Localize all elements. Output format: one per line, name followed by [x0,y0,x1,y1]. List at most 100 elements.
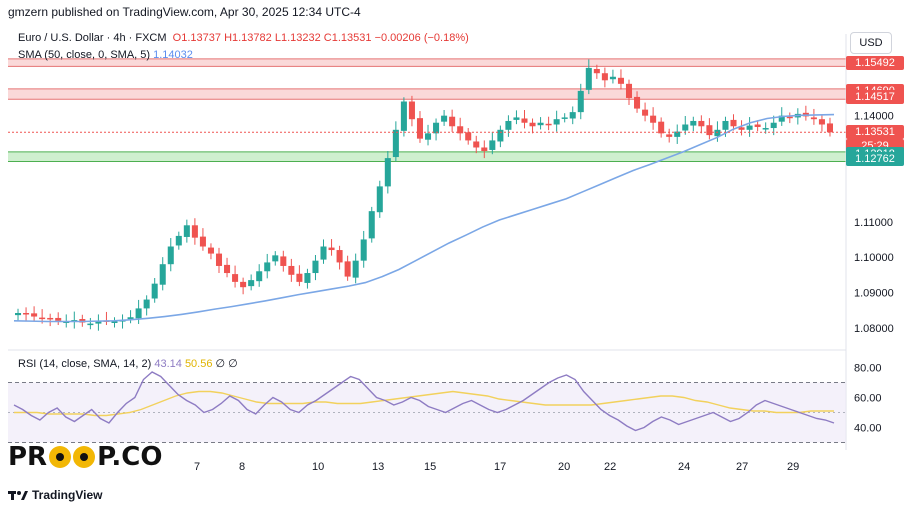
candle-body [537,122,544,126]
candle-body [31,313,38,317]
candle-body [585,67,592,90]
candle-body [529,122,536,127]
candle-body [328,247,335,251]
candle-body [280,256,287,266]
open-value: O1.13737 [172,32,221,44]
rsi-band [8,382,846,443]
candle-body [465,132,472,141]
candle-body [167,246,174,265]
candle-body [135,308,142,319]
candle-body [642,109,649,116]
candle-body [87,323,94,326]
candle-body [191,225,198,238]
candle-body [577,90,584,113]
time-tick-label: 13 [372,461,384,473]
owl-eyes-icon [49,446,96,468]
candle-body [352,260,359,278]
price-tag: 1.15492 [846,55,904,70]
candle-body [360,239,367,261]
candle-body [569,112,576,119]
candle-body [304,273,311,283]
candle-body [95,321,102,324]
candle-body [714,129,721,137]
high-value: H1.13782 [224,32,272,44]
candle-body [730,119,737,127]
candle-body [746,125,753,130]
candle-body [666,134,673,137]
rsi-value: 43.14 [154,358,182,370]
candle-body [609,76,616,80]
candle-body [55,317,62,321]
chart-area[interactable]: 1.08000 1.09000 1.10000 1.11000 1.14000 40.0… [8,24,908,482]
candle-body [199,236,206,247]
candle-body [449,116,456,127]
candle-body [489,140,496,150]
time-tick-label: 15 [424,461,436,473]
rsi-label: RSI (14, close, SMA, 14, 2) [18,358,152,370]
candle-body [143,299,150,309]
candle-body [376,186,383,213]
time-tick-label: 22 [604,461,616,473]
candle-body [497,129,504,142]
candle-body [408,101,415,120]
candle-body [248,280,255,287]
price-tick-label: 1.10000 [854,252,894,264]
candle-body [232,274,239,282]
candle-body [15,313,22,316]
candle-body [682,124,689,131]
time-tick-label: 27 [736,461,748,473]
candle-body [553,119,560,125]
time-tick-label: 8 [239,461,245,473]
rsi-tick-label: 60.00 [854,393,882,405]
sma-value: 1.14032 [153,49,193,61]
watermark-left: PR [8,442,48,472]
candle-body [513,117,520,120]
price-tick-label: 1.08000 [854,323,894,335]
candle-body [183,225,190,237]
candle-body [762,128,769,130]
candle-body [722,120,729,130]
tradingview-logo-icon [8,491,28,500]
price-tag: 1.12762 [846,152,904,167]
candle-body [473,141,480,148]
candle-body [778,115,785,122]
sma-line [13,113,835,323]
tradingview-footer[interactable]: TradingView [8,488,102,502]
time-axis: 7 8 10 13 15 17 20 22 24 27 29 [194,461,799,473]
candle-body [826,123,833,133]
candle-body [425,133,432,140]
legend-main: Euro / U.S. Dollar · 4h · FXCM O1.13737 … [18,32,469,44]
candle-body [272,255,279,262]
candlestick-series [15,59,833,331]
candle-body [416,118,423,139]
candle-body [151,283,158,299]
candle-body [264,262,271,272]
candle-body [658,121,665,134]
legend-sma: SMA (50, close, 0, SMA, 5) 1.14032 [18,49,193,61]
symbol-name: Euro / U.S. Dollar · 4h · FXCM [18,32,167,44]
rsi-extra: ∅ ∅ [215,358,238,370]
candle-body [368,211,375,239]
candle-body [601,73,608,81]
candle-body [505,120,512,130]
candle-body [650,115,657,123]
time-tick-label: 17 [494,461,506,473]
zone-support [8,151,846,162]
candle-body [706,125,713,136]
price-tag: 1.13531 [846,125,904,140]
candle-body [561,117,568,119]
candle-body [593,68,600,74]
rsi-line [13,371,835,432]
price-axis: 1.08000 1.09000 1.10000 1.11000 1.14000 [854,111,894,335]
price-tick-label: 1.11000 [854,217,893,229]
time-tick-label: 20 [558,461,570,473]
candle-body [240,281,247,288]
candle-body [39,317,46,320]
candle-body [786,116,793,119]
candle-body [111,321,118,323]
candle-body [320,246,327,260]
currency-button[interactable]: USD [850,32,892,54]
watermark-right: P.CO [97,442,163,472]
candle-body [481,147,488,152]
legend-rsi: RSI (14, close, SMA, 14, 2) 43.14 50.56 … [18,357,238,370]
